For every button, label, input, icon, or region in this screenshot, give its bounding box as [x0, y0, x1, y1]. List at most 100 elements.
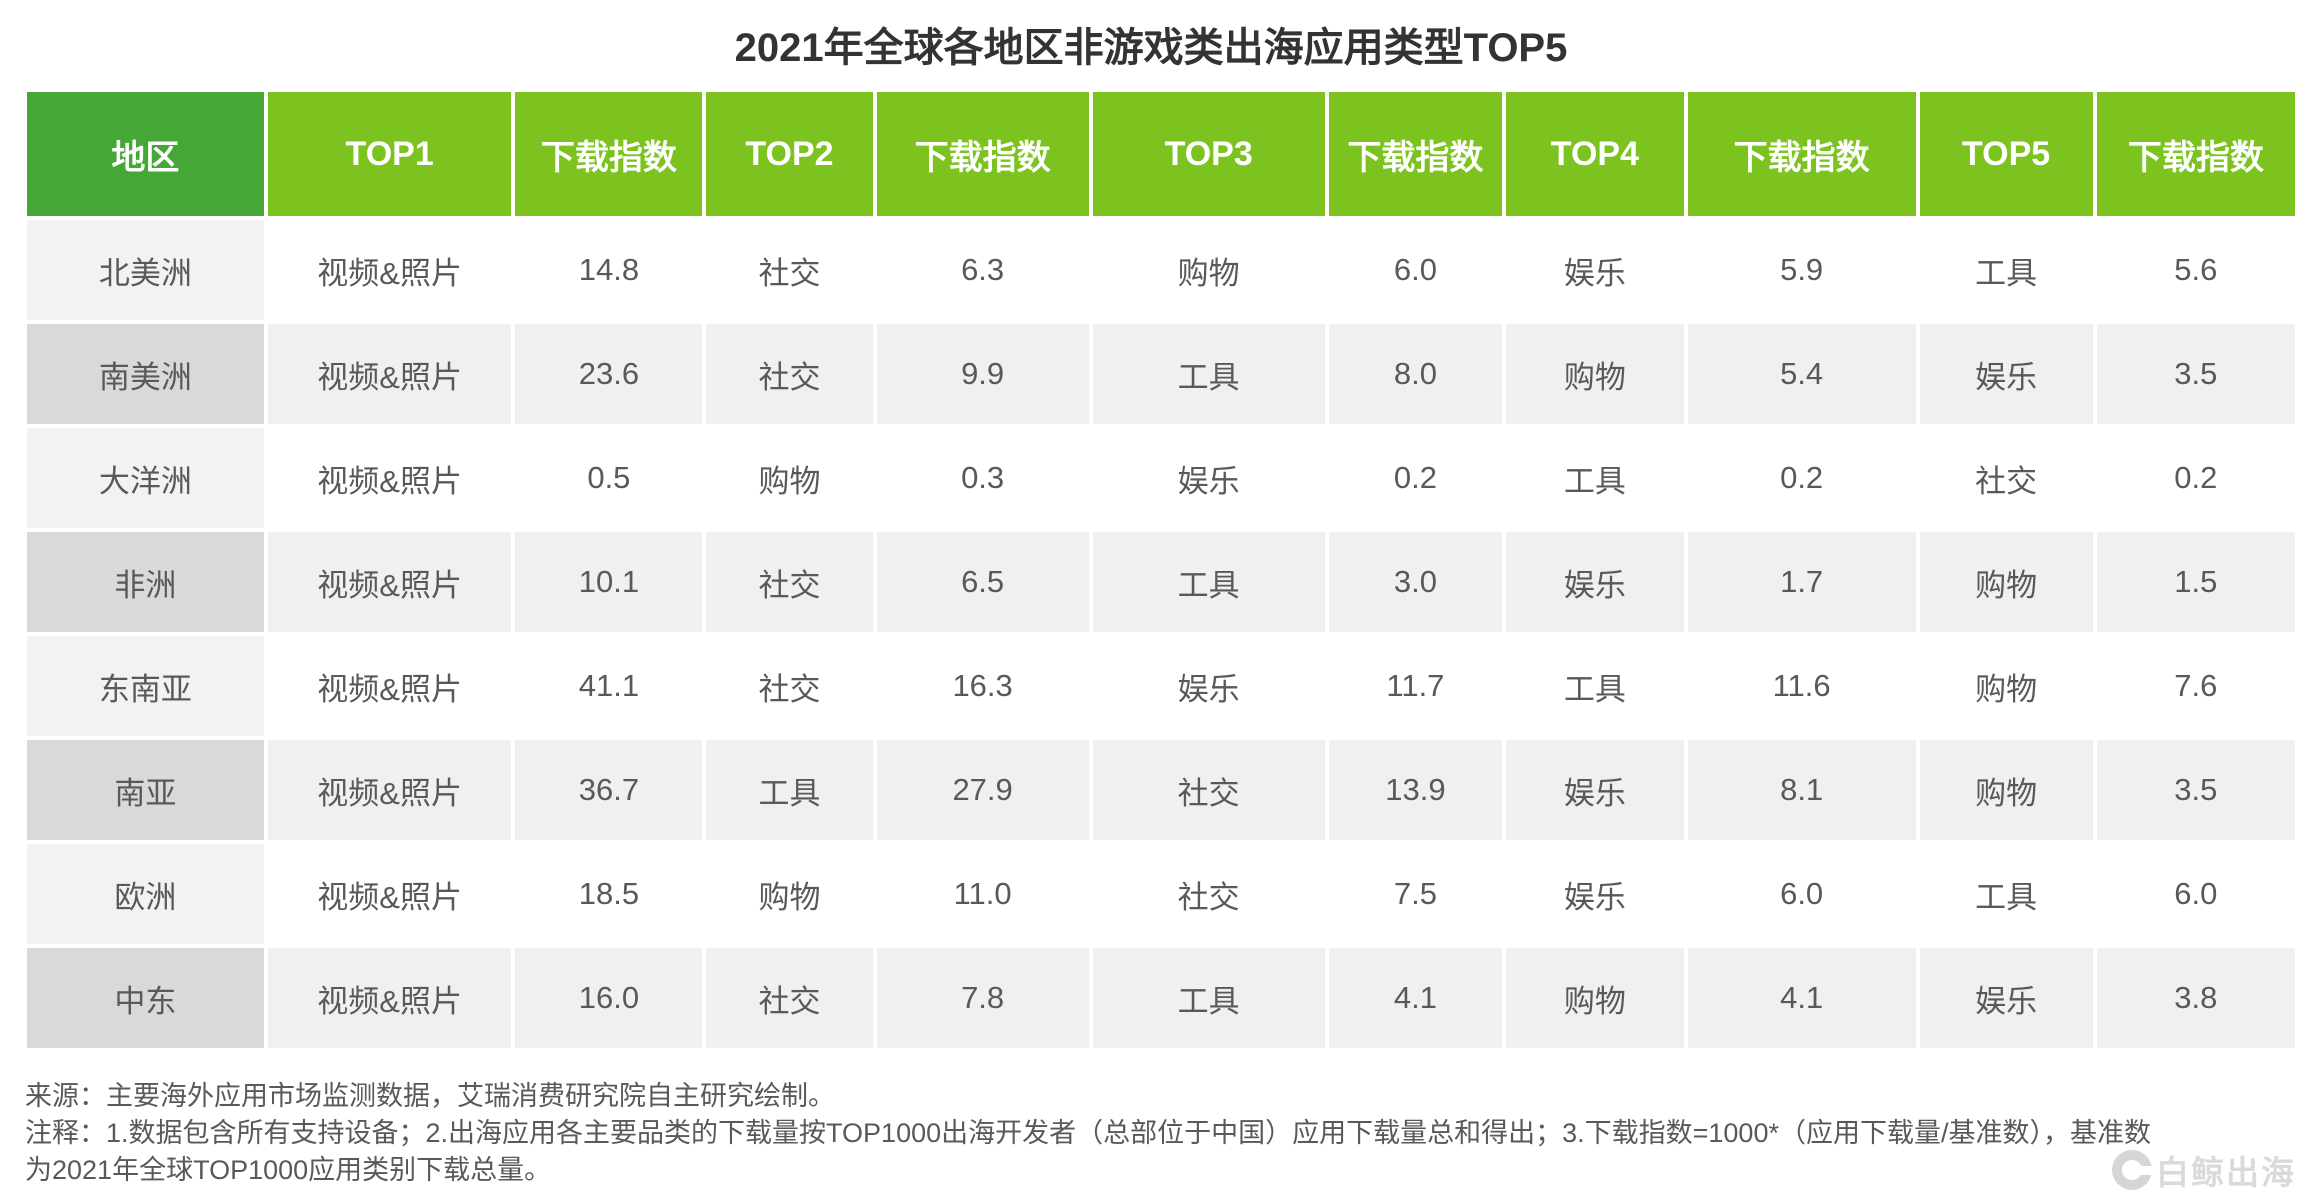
index-value-cell: 5.6 [2094, 218, 2297, 322]
category-cell: 购物 [704, 426, 875, 530]
region-cell: 南亚 [25, 738, 266, 842]
category-cell: 社交 [704, 634, 875, 738]
header-cell: TOP5 [1917, 90, 2095, 218]
region-cell: 大洋洲 [25, 426, 266, 530]
category-cell: 视频&照片 [265, 842, 514, 946]
category-cell: 娱乐 [1504, 842, 1686, 946]
index-value-cell: 3.5 [2094, 738, 2297, 842]
header-cell: 下载指数 [2094, 90, 2297, 218]
index-value-cell: 8.1 [1685, 738, 1918, 842]
index-value-cell: 7.6 [2094, 634, 2297, 738]
category-cell: 社交 [1917, 426, 2095, 530]
region-cell: 中东 [25, 946, 266, 1050]
category-cell: 社交 [704, 218, 875, 322]
category-cell: 购物 [1917, 738, 2095, 842]
index-value-cell: 11.7 [1326, 634, 1505, 738]
region-cell: 东南亚 [25, 634, 266, 738]
region-cell: 南美洲 [25, 322, 266, 426]
category-cell: 视频&照片 [265, 738, 514, 842]
category-cell: 娱乐 [1504, 218, 1686, 322]
header-row: 地区 TOP1 下载指数 TOP2 下载指数 TOP3 下载指数 TOP4 下载指数 TOP5 下载… [25, 90, 2297, 218]
table-body: 北美洲 视频&照片 14.8 社交 6.3 购物 6.0 娱乐 5.9 工具 5.6 南美洲 视频&照片… [25, 218, 2297, 1050]
index-value-cell: 5.9 [1685, 218, 1918, 322]
index-value-cell: 6.0 [1326, 218, 1505, 322]
category-cell: 工具 [1090, 322, 1327, 426]
table-row: 南亚 视频&照片 36.7 工具 27.9 社交 13.9 娱乐 8.1 购物 3.5 [25, 738, 2297, 842]
index-value-cell: 3.8 [2094, 946, 2297, 1050]
index-value-cell: 0.2 [1685, 426, 1918, 530]
footnote-line-2: 为2021年全球TOP1000应用类别下载总量。 [25, 1155, 552, 1185]
category-cell: 工具 [1917, 218, 2095, 322]
category-cell: 购物 [1917, 634, 2095, 738]
category-cell: 工具 [1504, 426, 1686, 530]
category-cell: 娱乐 [1504, 530, 1686, 634]
category-cell: 购物 [704, 842, 875, 946]
table-row: 东南亚 视频&照片 41.1 社交 16.3 娱乐 11.7 工具 11.6 购物 7.6 [25, 634, 2297, 738]
table-row: 中东 视频&照片 16.0 社交 7.8 工具 4.1 购物 4.1 娱乐 3.8 [25, 946, 2297, 1050]
page-title: 2021年全球各地区非游戏类出海应用类型TOP5 [734, 26, 1568, 70]
index-value-cell: 11.0 [874, 842, 1091, 946]
region-header-cell: 地区 [25, 90, 266, 218]
index-value-cell: 16.0 [513, 946, 705, 1050]
index-value-cell: 4.1 [1326, 946, 1505, 1050]
header-cell: TOP4 [1504, 90, 1686, 218]
index-value-cell: 0.2 [2094, 426, 2297, 530]
index-value-cell: 6.0 [2094, 842, 2297, 946]
index-value-cell: 23.6 [513, 322, 705, 426]
index-value-cell: 11.6 [1685, 634, 1918, 738]
category-cell: 工具 [1504, 634, 1686, 738]
index-value-cell: 5.4 [1685, 322, 1918, 426]
index-value-cell: 9.9 [874, 322, 1091, 426]
category-cell: 工具 [1090, 946, 1327, 1050]
category-cell: 社交 [704, 322, 875, 426]
index-value-cell: 18.5 [513, 842, 705, 946]
category-cell: 工具 [704, 738, 875, 842]
category-cell: 购物 [1090, 218, 1327, 322]
index-value-cell: 7.8 [874, 946, 1091, 1050]
index-value-cell: 3.5 [2094, 322, 2297, 426]
header-cell: 下载指数 [513, 90, 705, 218]
index-value-cell: 6.5 [874, 530, 1091, 634]
index-value-cell: 6.0 [1685, 842, 1918, 946]
footnote-line-1: 注释：1.数据包含所有支持设备；2.出海应用各主要品类的下载量按TOP1000出… [25, 1118, 2151, 1148]
category-cell: 社交 [1090, 738, 1327, 842]
table-row: 非洲 视频&照片 10.1 社交 6.5 工具 3.0 娱乐 1.7 购物 1.5 [25, 530, 2297, 634]
category-cell: 社交 [1090, 842, 1327, 946]
header-cell: TOP1 [265, 90, 514, 218]
index-value-cell: 36.7 [513, 738, 705, 842]
index-value-cell: 6.3 [874, 218, 1091, 322]
index-value-cell: 10.1 [513, 530, 705, 634]
index-value-cell: 27.9 [874, 738, 1091, 842]
header-cell: 下载指数 [874, 90, 1091, 218]
category-cell: 购物 [1504, 946, 1686, 1050]
category-cell: 购物 [1504, 322, 1686, 426]
table-row: 北美洲 视频&照片 14.8 社交 6.3 购物 6.0 娱乐 5.9 工具 5.6 [25, 218, 2297, 322]
index-value-cell: 16.3 [874, 634, 1091, 738]
category-cell: 娱乐 [1917, 322, 2095, 426]
index-value-cell: 41.1 [513, 634, 705, 738]
source-note: 来源：主要海外应用市场监测数据，艾瑞消费研究院自主研究绘制。 [25, 1081, 835, 1111]
category-cell: 视频&照片 [265, 322, 514, 426]
header-cell: 下载指数 [1326, 90, 1505, 218]
index-value-cell: 13.9 [1326, 738, 1505, 842]
region-cell: 北美洲 [25, 218, 266, 322]
category-cell: 购物 [1917, 530, 2095, 634]
category-cell: 娱乐 [1917, 946, 2095, 1050]
header-cell: TOP3 [1090, 90, 1327, 218]
category-cell: 娱乐 [1090, 426, 1327, 530]
index-value-cell: 0.5 [513, 426, 705, 530]
index-value-cell: 8.0 [1326, 322, 1505, 426]
table-row: 南美洲 视频&照片 23.6 社交 9.9 工具 8.0 购物 5.4 娱乐 3.5 [25, 322, 2297, 426]
category-cell: 视频&照片 [265, 426, 514, 530]
category-cell: 社交 [704, 530, 875, 634]
category-cell: 视频&照片 [265, 530, 514, 634]
category-cell: 视频&照片 [265, 634, 514, 738]
category-cell: 工具 [1090, 530, 1327, 634]
category-cell: 视频&照片 [265, 218, 514, 322]
region-cell: 非洲 [25, 530, 266, 634]
category-cell: 娱乐 [1504, 738, 1686, 842]
index-value-cell: 14.8 [513, 218, 705, 322]
index-value-cell: 1.7 [1685, 530, 1918, 634]
index-value-cell: 4.1 [1685, 946, 1918, 1050]
category-cell: 社交 [704, 946, 875, 1050]
